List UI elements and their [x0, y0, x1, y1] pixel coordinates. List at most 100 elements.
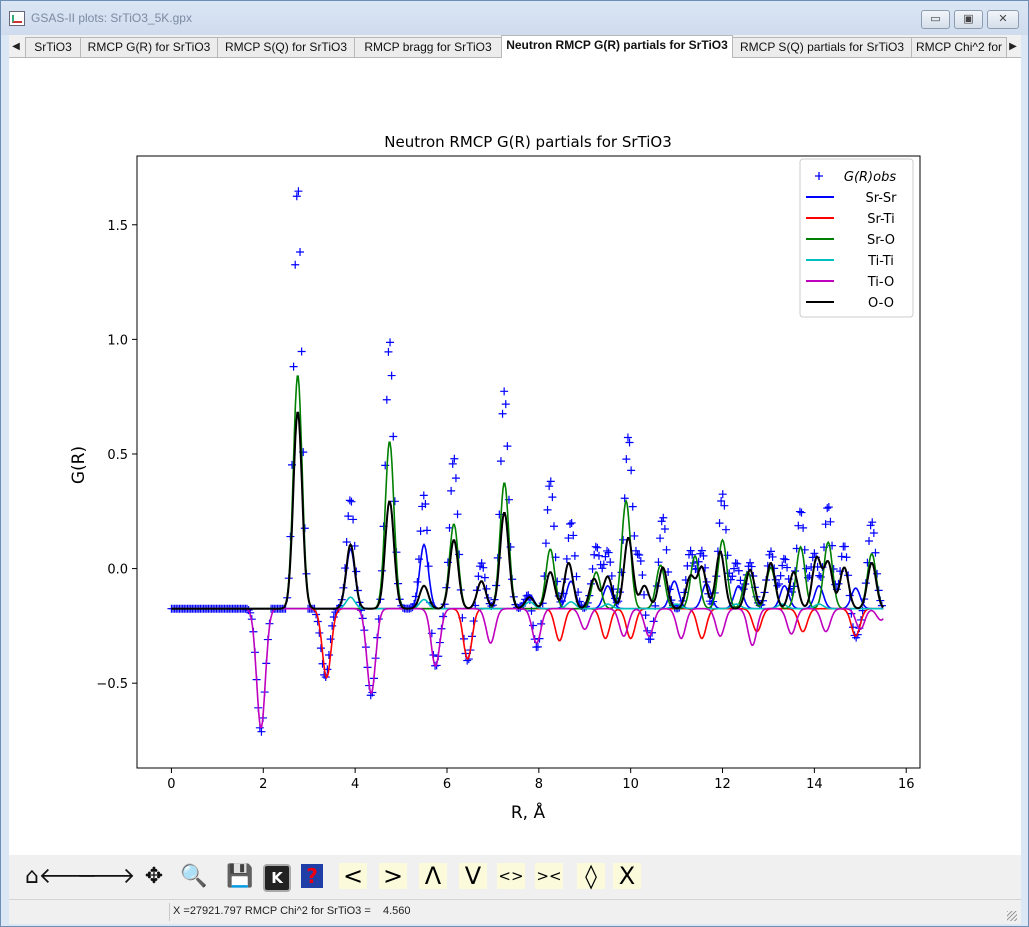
- observed-point: [598, 564, 607, 573]
- observed-point: [627, 466, 636, 475]
- observed-point: [688, 550, 697, 559]
- help-icon[interactable]: ?: [301, 864, 323, 888]
- minimize-button[interactable]: ▭: [921, 10, 950, 29]
- observed-point: [479, 563, 488, 572]
- observed-point: [601, 552, 610, 561]
- observed-point: [453, 510, 462, 519]
- legend-box: [799, 158, 914, 318]
- observed-point: [496, 457, 505, 466]
- observed-point: [594, 551, 603, 560]
- observed-point: [289, 362, 298, 371]
- legend-label: Sr-Ti: [867, 212, 894, 227]
- observed-point: [646, 635, 655, 644]
- window-title: GSAS-II plots: SrTiO3_5K.gpx: [31, 11, 192, 25]
- observed-point: [694, 557, 703, 566]
- observed-point: [503, 442, 512, 451]
- tab-srtio3[interactable]: SrTiO3: [25, 37, 81, 57]
- legend-observed-marker: [815, 172, 823, 180]
- observed-point: [572, 572, 581, 581]
- observed-point: [326, 635, 335, 644]
- status-text: X =27921.797 RMCP Chi^2 for SrTiO3 = 4.5…: [173, 905, 411, 917]
- tab-scroll-right-icon[interactable]: ▶: [1009, 41, 1017, 52]
- observed-point: [776, 571, 785, 580]
- tab-sq-partials[interactable]: RMCP S(Q) partials for SrTiO3: [732, 37, 912, 57]
- legend-label: Ti-Ti: [867, 254, 894, 269]
- observed-point: [779, 554, 788, 563]
- forward-arrow-icon[interactable]: 🡒: [76, 864, 136, 889]
- pan-icon[interactable]: ✥: [144, 863, 164, 889]
- observed-point: [639, 590, 648, 599]
- observed-point: [865, 536, 874, 545]
- observed-point: [543, 505, 552, 514]
- x-tick-label: 4: [351, 777, 359, 792]
- save-icon[interactable]: 💾: [226, 863, 254, 889]
- observed-point: [500, 387, 509, 396]
- shift-right-icon[interactable]: >: [379, 862, 407, 890]
- tab-rmcp-bragg[interactable]: RMCP bragg for SrTiO3: [354, 37, 502, 57]
- home-icon[interactable]: ⌂: [25, 863, 39, 889]
- tab-neutron-gr-partials[interactable]: Neutron RMCP G(R) partials for SrTiO3: [501, 35, 733, 58]
- series-line-o-o: [171, 411, 885, 610]
- observed-point: [842, 553, 851, 562]
- observed-point: [631, 546, 640, 555]
- series-line-ti-o: [171, 607, 884, 728]
- zoom-icon[interactable]: 🔍: [180, 863, 208, 889]
- observed-point: [603, 546, 612, 555]
- observed-point: [562, 554, 571, 563]
- tab-rmcp-sq[interactable]: RMCP S(Q) for SrTiO3: [217, 37, 355, 57]
- expand-x-icon[interactable]: <>: [497, 863, 525, 889]
- plot-canvas[interactable]: Neutron RMCP G(R) partials for SrTiO3 G(…: [9, 58, 1021, 855]
- tab-rmcp-gr[interactable]: RMCP G(R) for SrTiO3: [80, 37, 218, 57]
- observed-point: [451, 474, 460, 483]
- observed-point: [549, 522, 558, 531]
- close-button[interactable]: ✕: [987, 10, 1019, 29]
- observed-point: [390, 497, 399, 506]
- observed-point: [728, 572, 737, 581]
- tab-rmcp-chi2[interactable]: RMCP Chi^2 for: [911, 37, 1007, 57]
- y-tick-label: 0.5: [107, 448, 128, 463]
- observed-point: [341, 564, 350, 573]
- observed-point: [296, 248, 305, 257]
- observed-point: [686, 546, 695, 555]
- partials-chart[interactable]: Neutron RMCP G(R) partials for SrTiO3 G(…: [9, 58, 1021, 855]
- keypress-icon[interactable]: K: [263, 864, 291, 892]
- observed-point: [498, 409, 507, 418]
- observed-point: [318, 659, 327, 668]
- observed-point: [529, 621, 538, 630]
- status-separator: [169, 903, 170, 921]
- observed-point: [480, 573, 489, 582]
- observed-point: [607, 571, 616, 580]
- observed-point: [567, 518, 576, 527]
- maximize-button[interactable]: ▣: [954, 10, 983, 29]
- observed-point: [622, 455, 631, 464]
- observed-point: [736, 576, 745, 585]
- shift-up-icon[interactable]: Λ: [419, 862, 447, 890]
- observed-point: [474, 572, 483, 581]
- contract-x-icon[interactable]: ><: [535, 863, 563, 889]
- observed-point: [593, 543, 602, 552]
- observed-point: [657, 517, 666, 526]
- observed-point: [540, 572, 549, 581]
- expand-y-icon[interactable]: ◊: [577, 862, 605, 890]
- axis-ticks: 0 2 4 6 8 10 12 14 16 −0.5 0.0 0.5 1.0 1.5: [96, 219, 914, 792]
- observed-point: [697, 546, 706, 555]
- resize-grip-icon[interactable]: [1007, 911, 1017, 921]
- observed-point: [837, 552, 846, 561]
- observed-point: [799, 523, 808, 532]
- observed-point: [386, 338, 395, 347]
- observed-point: [662, 545, 671, 554]
- observed-point: [823, 504, 832, 513]
- observed-point: [297, 347, 306, 356]
- observed-point: [620, 494, 629, 503]
- tab-scroll-left-icon[interactable]: ◀: [12, 41, 20, 52]
- observed-point: [590, 550, 599, 559]
- shift-down-icon[interactable]: V: [459, 862, 487, 890]
- observed-point: [826, 517, 835, 526]
- observed-point: [387, 371, 396, 380]
- observed-point: [316, 644, 325, 653]
- shift-left-icon[interactable]: <: [339, 862, 367, 890]
- contract-y-icon[interactable]: X: [613, 862, 641, 890]
- observed-point: [794, 521, 803, 530]
- title-bar[interactable]: GSAS-II plots: SrTiO3_5K.gpx ▭ ▣ ✕: [1, 1, 1028, 35]
- observed-point: [821, 520, 830, 529]
